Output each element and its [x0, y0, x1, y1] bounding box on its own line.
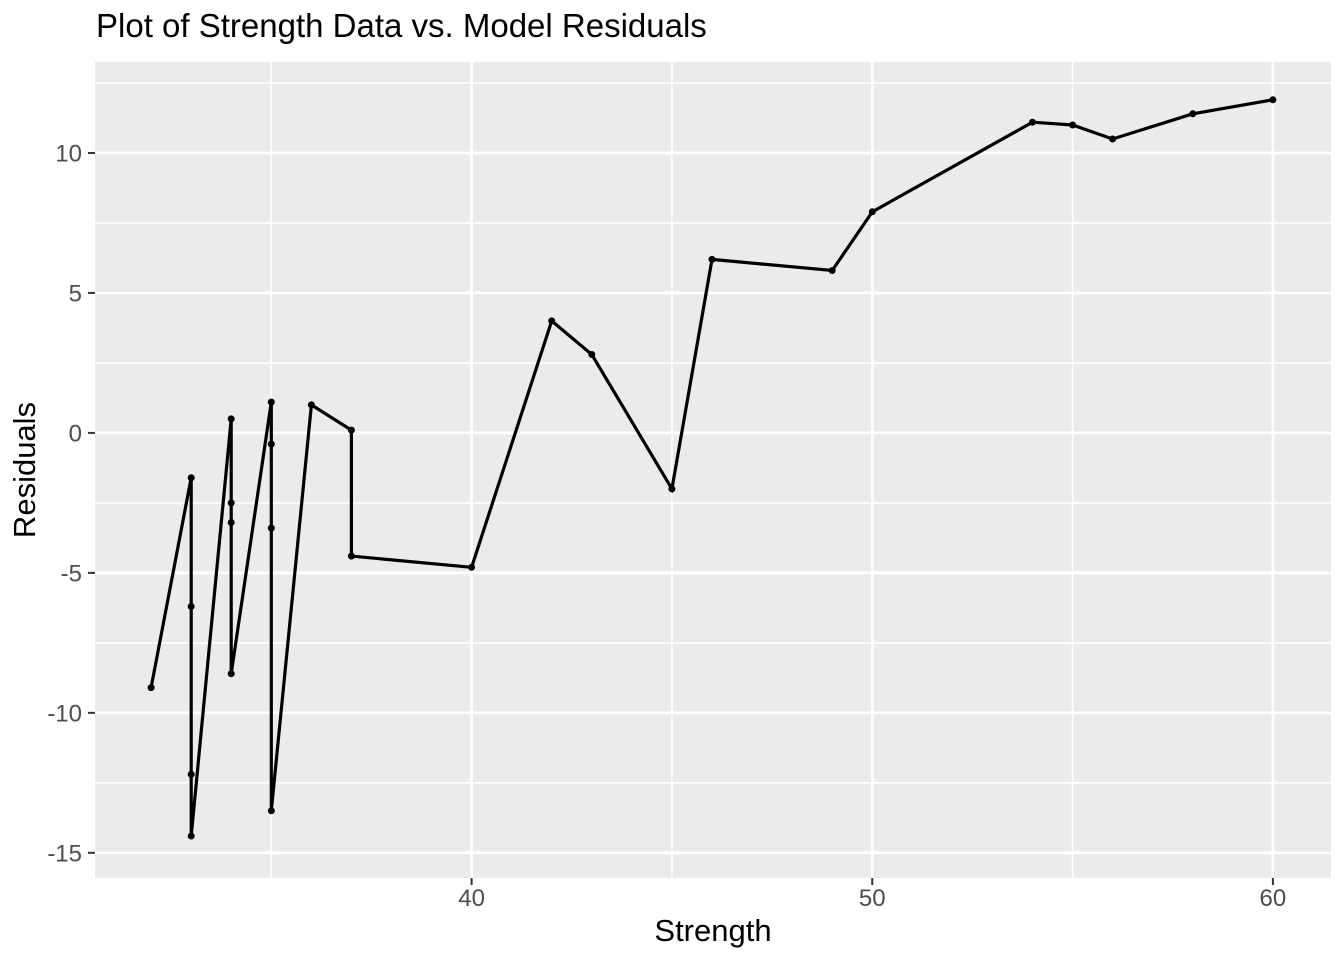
data-point: [668, 485, 676, 493]
data-point: [548, 317, 556, 325]
panel-background: [95, 62, 1331, 878]
data-point: [147, 684, 155, 692]
data-point: [267, 524, 275, 532]
data-point: [1069, 121, 1077, 129]
y-tick-label: -5: [61, 560, 82, 587]
data-point: [187, 603, 195, 610]
data-point: [267, 807, 275, 815]
data-point: [227, 499, 235, 507]
data-point: [1189, 110, 1197, 118]
data-point: [588, 351, 596, 358]
data-point: [468, 563, 476, 571]
x-tick-label: 40: [458, 885, 485, 912]
data-point: [187, 770, 195, 778]
y-tick-label: 5: [69, 280, 82, 307]
data-point: [347, 552, 355, 560]
data-point: [267, 398, 275, 406]
data-point: [347, 426, 355, 434]
x-tick-label: 60: [1260, 885, 1287, 912]
data-point: [267, 440, 275, 448]
data-point: [1109, 135, 1117, 143]
data-point: [227, 415, 235, 423]
data-point: [828, 267, 836, 274]
data-point: [708, 255, 716, 263]
data-point: [187, 832, 195, 840]
x-tick-label: 50: [859, 885, 886, 912]
y-tick-label: 0: [69, 420, 82, 447]
data-point: [187, 474, 195, 482]
data-point: [227, 519, 235, 526]
data-point: [1269, 96, 1277, 104]
y-tick-label: -10: [47, 700, 82, 727]
data-point: [1029, 118, 1036, 126]
y-tick-label: -15: [47, 840, 82, 867]
y-axis-title: Residuals: [7, 401, 42, 539]
data-point: [868, 208, 876, 216]
x-axis-title: Strength: [654, 913, 772, 948]
plot-title: Plot of Strength Data vs. Model Residual…: [96, 7, 707, 44]
data-point: [307, 401, 315, 409]
y-tick-label: 10: [55, 140, 82, 167]
data-point: [227, 670, 235, 678]
data-line: [149, 98, 1274, 837]
